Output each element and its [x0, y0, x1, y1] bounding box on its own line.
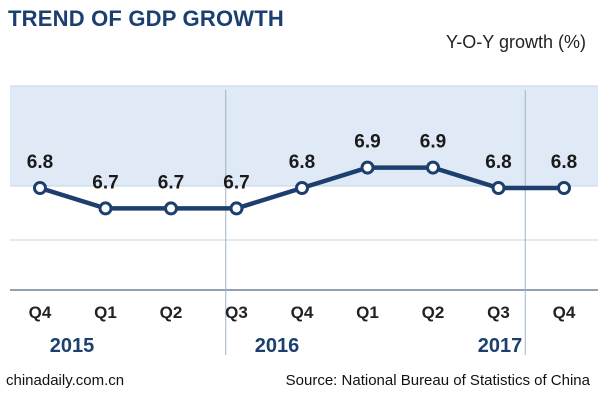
x-tick-label: Q4	[553, 303, 576, 322]
data-point	[33, 181, 47, 195]
data-label: 6.7	[92, 172, 118, 193]
data-label: 6.8	[27, 152, 53, 173]
y-axis-label: Y-O-Y growth (%)	[445, 32, 586, 52]
data-point	[426, 160, 440, 175]
data-label: 6.8	[289, 152, 315, 173]
data-point	[229, 201, 244, 216]
year-label: 2015	[50, 335, 95, 357]
data-label: 6.9	[354, 132, 380, 153]
data-label: 6.7	[158, 172, 184, 193]
x-tick-label: Q3	[487, 303, 510, 322]
year-label: 2016	[255, 335, 300, 357]
chart-title: TREND OF GDP GROWTH	[8, 6, 284, 31]
x-tick-label: Q2	[160, 303, 183, 322]
plot-band-upper	[10, 86, 598, 186]
x-tick-label: Q1	[356, 303, 379, 322]
data-point	[295, 181, 309, 195]
data-label: 6.8	[551, 152, 577, 173]
data-point	[557, 181, 571, 195]
source-note: Source: National Bureau of Statistics of…	[285, 372, 590, 389]
source-site: chinadaily.com.cn	[6, 372, 125, 389]
data-point	[164, 201, 178, 216]
x-tick-label: Q1	[94, 303, 117, 322]
data-point	[491, 181, 506, 195]
x-tick-label: Q4	[291, 303, 314, 322]
plot-band-lower	[10, 240, 598, 290]
year-label: 2017	[478, 335, 523, 357]
x-tick-label: Q2	[422, 303, 445, 322]
data-point	[98, 201, 113, 216]
x-tick-label: Q3	[225, 303, 248, 322]
data-label: 6.8	[485, 152, 511, 173]
data-label: 6.7	[223, 172, 249, 193]
data-label: 6.9	[420, 132, 446, 153]
data-point	[360, 160, 375, 175]
x-tick-label: Q4	[29, 303, 52, 322]
